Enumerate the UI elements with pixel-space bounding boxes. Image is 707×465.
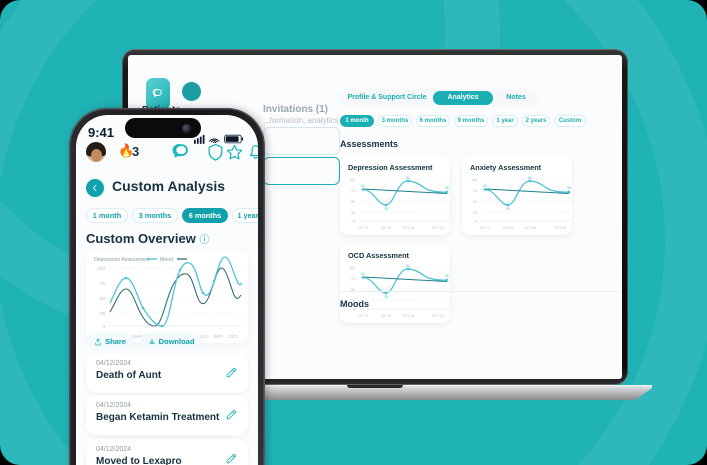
svg-text:25: 25 — [100, 311, 106, 316]
svg-text:75: 75 — [351, 189, 355, 193]
svg-text:OCT 1: OCT 1 — [480, 226, 490, 230]
svg-text:100: 100 — [471, 178, 477, 182]
svg-text:75: 75 — [100, 281, 106, 286]
svg-text:100: 100 — [349, 266, 355, 270]
svg-text:58: 58 — [445, 274, 449, 278]
svg-text:25: 25 — [351, 211, 355, 215]
svg-text:25: 25 — [473, 211, 477, 215]
svg-text:75: 75 — [351, 277, 355, 281]
svg-text:0: 0 — [353, 220, 355, 224]
svg-text:OCT 23: OCT 23 — [432, 314, 444, 318]
svg-text:OCT 8: OCT 8 — [503, 226, 513, 230]
svg-text:81: 81 — [528, 176, 532, 180]
svg-text:100: 100 — [97, 266, 105, 271]
svg-text:OCT 23: OCT 23 — [432, 226, 444, 230]
svg-text:58: 58 — [445, 186, 449, 190]
svg-text:100: 100 — [349, 178, 355, 182]
svg-text:OCT 8: OCT 8 — [381, 226, 391, 230]
svg-text:81: 81 — [406, 176, 410, 180]
svg-text:OCT 1: OCT 1 — [358, 226, 368, 230]
svg-text:50: 50 — [351, 200, 355, 204]
svg-text:0: 0 — [475, 220, 477, 224]
svg-text:28: 28 — [384, 295, 388, 299]
svg-text:58: 58 — [567, 186, 571, 190]
svg-text:63: 63 — [361, 272, 365, 276]
svg-text:63: 63 — [483, 184, 487, 188]
svg-text:Mood: Mood — [160, 257, 173, 263]
svg-text:28: 28 — [506, 207, 510, 211]
svg-text:28: 28 — [384, 207, 388, 211]
svg-text:0: 0 — [102, 324, 105, 329]
svg-text:OCT 16: OCT 16 — [402, 226, 414, 230]
svg-text:OCT 16: OCT 16 — [402, 314, 414, 318]
svg-text:81: 81 — [406, 264, 410, 268]
svg-text:50: 50 — [100, 296, 106, 301]
svg-text:OCT 1: OCT 1 — [358, 314, 368, 318]
svg-text:63: 63 — [361, 184, 365, 188]
svg-text:OCT 23: OCT 23 — [554, 226, 566, 230]
svg-text:75: 75 — [473, 189, 477, 193]
svg-text:OCT 16: OCT 16 — [524, 226, 536, 230]
svg-text:Depression Assessment: Depression Assessment — [94, 257, 150, 263]
svg-text:50: 50 — [473, 200, 477, 204]
svg-text:OCT 8: OCT 8 — [381, 314, 391, 318]
